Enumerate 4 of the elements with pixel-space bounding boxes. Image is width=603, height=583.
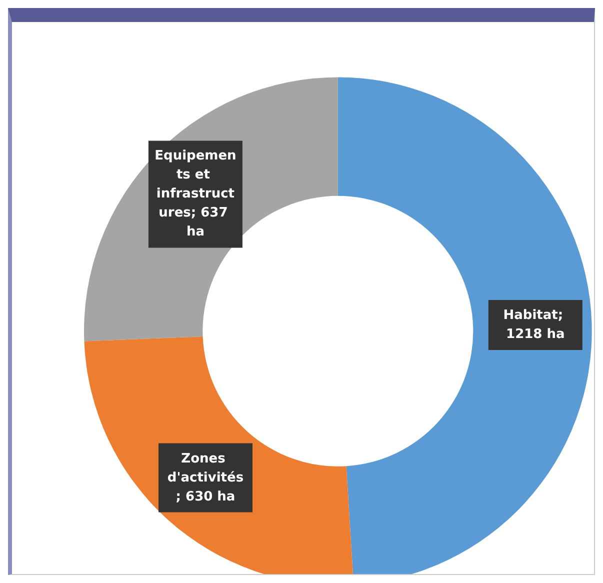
data-label: ; 630 ha [176, 489, 236, 504]
slice-label: Habitat; 1218 ha [503, 308, 568, 342]
slice-label: Equipements et infrastructures; 637 ha [154, 148, 236, 240]
slice-label: Zones d'activités [167, 451, 244, 486]
